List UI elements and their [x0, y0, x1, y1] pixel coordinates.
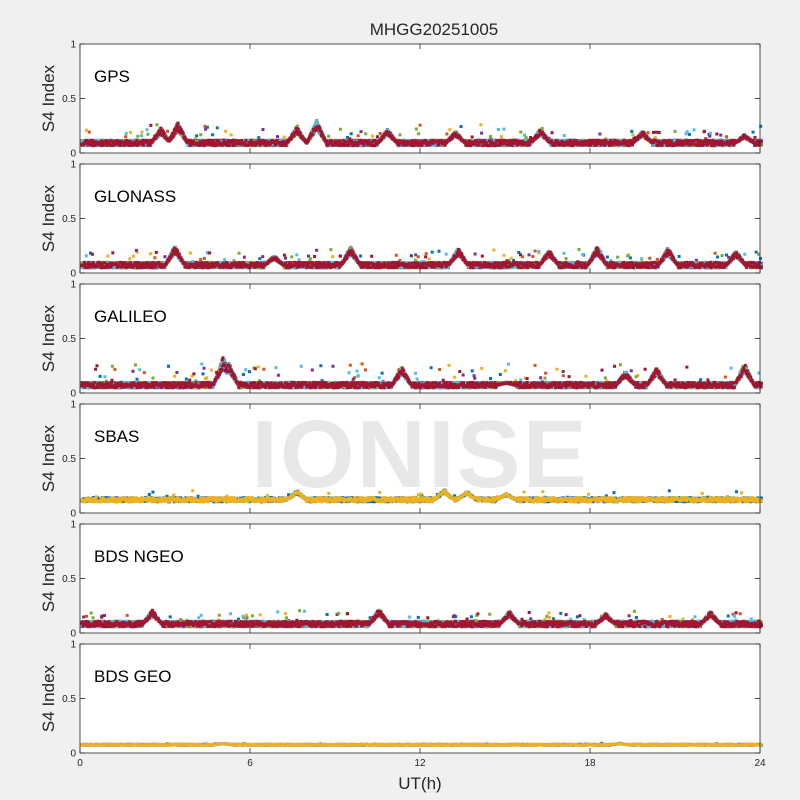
y-tick-label: 1	[70, 280, 76, 291]
y-axis-label: S4 Index	[39, 424, 58, 492]
panel-label: SBAS	[94, 427, 139, 446]
y-tick-label: 0.5	[62, 454, 76, 465]
x-axis-label: UT(h)	[398, 774, 441, 793]
y-tick-label: 0	[70, 509, 76, 520]
panel-label: GLONASS	[94, 187, 176, 206]
y-tick-label: 0	[70, 149, 76, 160]
panel-sbas: 0 0.5 1 S4 Index SBAS	[39, 400, 763, 520]
watermark: IONISE	[251, 401, 588, 508]
y-tick-label: 0.5	[62, 334, 76, 345]
y-tick-label: 0.5	[62, 214, 76, 225]
chart-title: MHGG20251005	[370, 20, 499, 39]
y-axis-label: S4 Index	[39, 304, 58, 372]
y-tick-label: 0	[70, 389, 76, 400]
y-tick-label: 1	[70, 40, 76, 51]
x-tick-label: 12	[414, 758, 426, 769]
scatter-series-7	[80, 608, 764, 629]
y-axis-label: S4 Index	[39, 64, 58, 132]
panel-galileo: 0 0.5 1 S4 Index GALILEO	[39, 280, 763, 400]
panel-bds-ngeo: 0 0.5 1 S4 Index BDS NGEO	[39, 520, 764, 640]
x-tick-label: 0	[77, 758, 83, 769]
panel-plot-area	[80, 524, 760, 633]
panel-label: GPS	[94, 67, 130, 86]
panels-group: 0 0.5 1 S4 Index GPS 0 0.5 1 S4 Index GLONASS 0 0.5…	[39, 40, 764, 760]
scatter-series-2	[80, 488, 763, 504]
panel-plot-area	[80, 644, 760, 753]
y-tick-label: 1	[70, 520, 76, 531]
panel-label: BDS NGEO	[94, 547, 184, 566]
y-axis-label: S4 Index	[39, 664, 58, 732]
y-axis-label: S4 Index	[39, 184, 58, 252]
y-tick-label: 1	[70, 400, 76, 411]
y-tick-label: 1	[70, 160, 76, 171]
y-axis-label: S4 Index	[39, 544, 58, 612]
panel-label: GALILEO	[94, 307, 167, 326]
scatter-series-7	[80, 121, 763, 148]
x-tick-label: 6	[247, 758, 253, 769]
y-tick-label: 0	[70, 749, 76, 760]
panel-label: BDS GEO	[94, 667, 171, 686]
y-tick-label: 0.5	[62, 94, 76, 105]
scatter-series-7	[80, 247, 763, 270]
x-tick-label: 24	[754, 758, 766, 769]
scatter-series-7	[80, 356, 763, 390]
panel-plot-area	[80, 164, 760, 273]
y-tick-label: 0.5	[62, 574, 76, 585]
x-tick-label: 18	[584, 758, 596, 769]
panel-glonass: 0 0.5 1 S4 Index GLONASS	[39, 160, 764, 280]
y-tick-label: 0	[70, 629, 76, 640]
y-tick-label: 1	[70, 640, 76, 651]
panel-gps: 0 0.5 1 S4 Index GPS	[39, 40, 764, 160]
scatter-series-2	[80, 741, 763, 747]
x-axis-ticks: 0 6 12 18 24	[77, 758, 766, 769]
panel-bds-geo: 0 0.5 1 S4 Index BDS GEO	[39, 640, 763, 760]
y-tick-label: 0	[70, 269, 76, 280]
y-tick-label: 0.5	[62, 694, 76, 705]
